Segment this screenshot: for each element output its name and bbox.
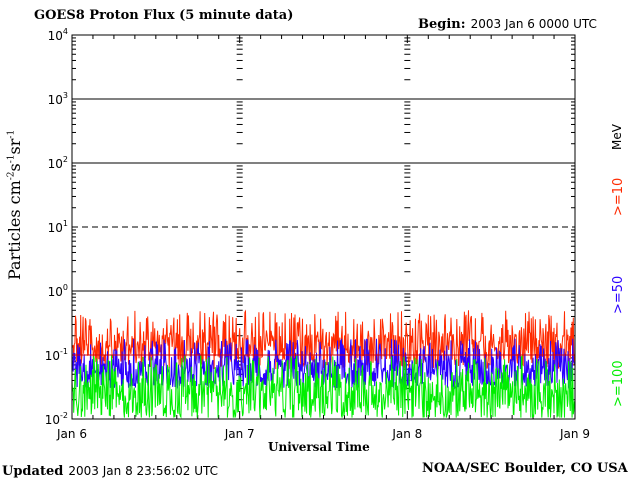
- updated-info: Updated 2003 Jan 8 23:56:02 UTC: [2, 460, 218, 479]
- x-tick-label: Jan 9: [559, 427, 590, 441]
- series-line-2: [71, 355, 575, 419]
- legend-unit: MeV: [610, 124, 624, 150]
- y-tick-label: 101: [48, 219, 68, 235]
- y-tick-label: 10-2: [45, 411, 68, 427]
- legend-p100: >=100: [611, 360, 626, 407]
- begin-label: Begin:: [418, 17, 466, 32]
- y-tick-label: 10-1: [45, 347, 68, 363]
- plot-frame: [71, 34, 576, 420]
- x-axis-label: Universal Time: [268, 440, 370, 454]
- begin-value: 2003 Jan 6 0000 UTC: [470, 17, 597, 31]
- y-tick-label: 100: [48, 283, 68, 299]
- y-tick-label: 102: [48, 155, 68, 171]
- legend-p50: >=50: [611, 275, 626, 314]
- x-tick-label: Jan 6: [56, 427, 87, 441]
- chart-title: GOES8 Proton Flux (5 minute data): [34, 8, 294, 23]
- updated-label: Updated: [2, 464, 64, 479]
- y-axis-label: Particles cm-2s-1sr-1: [5, 129, 24, 280]
- y-tick-label: 103: [48, 91, 68, 107]
- y-tick-label: 104: [48, 27, 68, 43]
- x-tick-label: Jan 8: [391, 427, 422, 441]
- legend-p10: >=10: [611, 177, 626, 216]
- series-line-0: [71, 309, 575, 371]
- x-tick-label: Jan 7: [224, 427, 255, 441]
- credit: NOAA/SEC Boulder, CO USA: [422, 461, 628, 476]
- updated-value: 2003 Jan 8 23:56:02 UTC: [68, 464, 219, 478]
- begin-info: Begin: 2003 Jan 6 0000 UTC: [418, 13, 597, 32]
